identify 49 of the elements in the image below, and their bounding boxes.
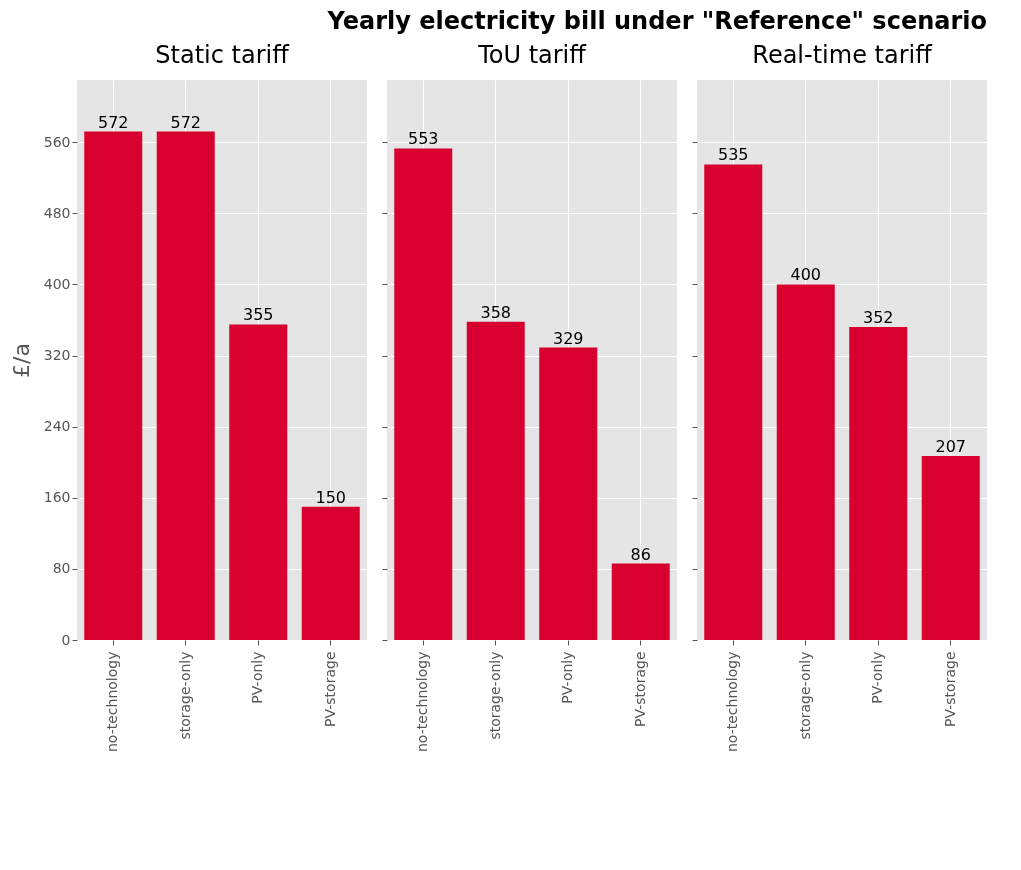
x-tick-label: storage-only <box>486 651 503 740</box>
data-label: 553 <box>407 129 439 149</box>
x-tick-label: PV-storage <box>941 651 958 727</box>
y-tick-label: 560 <box>43 133 71 150</box>
data-label: 86 <box>630 544 651 564</box>
y-tick-label: 480 <box>43 204 71 221</box>
data-label: 355 <box>242 305 274 325</box>
bar <box>156 131 215 640</box>
x-tick-label: storage-only <box>796 651 813 740</box>
x-tick-label: no-technology <box>414 651 431 752</box>
x-tick-label: PV-storage <box>631 651 648 727</box>
bar <box>394 148 453 640</box>
x-tick-label: PV-only <box>869 651 886 704</box>
data-label: 572 <box>170 112 202 132</box>
bar <box>229 324 288 640</box>
y-tick-label: 0 <box>61 631 71 648</box>
data-label: 352 <box>862 308 894 328</box>
y-tick-label: 80 <box>52 560 71 577</box>
data-label: 358 <box>480 302 512 322</box>
x-tick-label: PV-only <box>559 651 576 704</box>
chart-title: Yearly electricity bill under "Reference" scenario <box>326 7 987 35</box>
bar <box>776 284 835 640</box>
bar <box>849 327 908 640</box>
x-tick-label: storage-only <box>176 651 193 740</box>
chart-title: Real-time tariff <box>752 41 933 69</box>
chart-subtitle: ToU tariff <box>477 41 587 69</box>
bar <box>704 164 763 640</box>
data-label: 329 <box>552 328 584 348</box>
x-tick-label: PV-only <box>249 651 266 704</box>
data-label: 400 <box>790 265 822 285</box>
x-tick-label: no-technology <box>724 651 741 752</box>
bar <box>466 321 525 640</box>
bar <box>539 347 598 640</box>
data-label: 207 <box>935 437 967 456</box>
bar <box>611 563 670 640</box>
data-label: 535 <box>717 145 749 165</box>
y-tick-label: 240 <box>43 418 71 435</box>
bar <box>921 456 980 640</box>
x-tick-label: no-technology <box>104 651 121 752</box>
data-label: 150 <box>315 487 347 507</box>
y-axis-title: £/a <box>8 343 34 378</box>
y-tick-label: 400 <box>43 275 71 292</box>
bar <box>301 506 360 640</box>
chart-title: Static tariff <box>155 41 290 69</box>
bar <box>84 131 143 640</box>
y-tick-label: 320 <box>43 347 71 364</box>
y-tick-label: 160 <box>43 489 71 506</box>
data-label: 572 <box>97 112 129 132</box>
x-tick-label: PV-storage <box>321 651 338 727</box>
